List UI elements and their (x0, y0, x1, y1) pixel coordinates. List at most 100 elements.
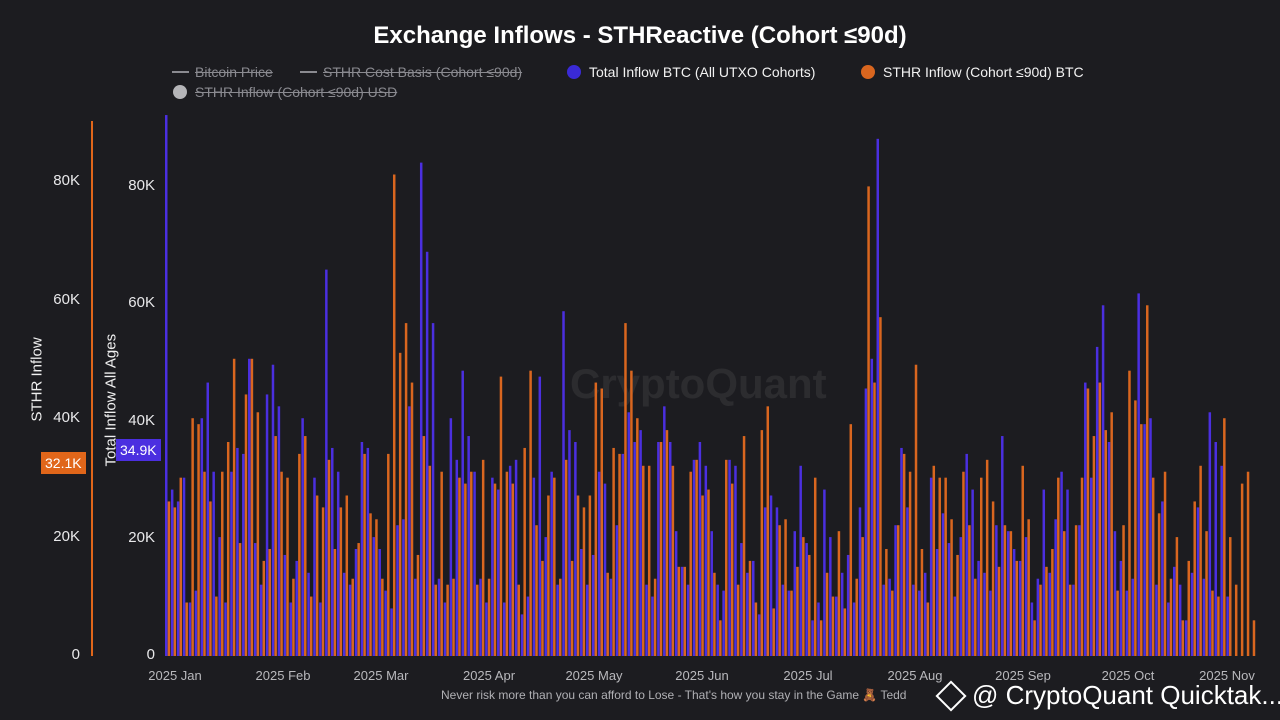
bar-sthr-inflow (179, 477, 183, 656)
x-tick: 2025 Aug (887, 668, 943, 683)
bar-sthr-inflow (345, 495, 349, 656)
bar-sthr-inflow (997, 566, 1001, 656)
bar-total-inflow (663, 406, 666, 656)
bar-sthr-inflow (1027, 519, 1030, 656)
bar-total-inflow (455, 459, 459, 656)
legend-dot-marker (567, 65, 581, 79)
bar-sthr-inflow (1039, 584, 1042, 656)
bar-sthr-inflow (701, 495, 704, 656)
bar-sthr-inflow (647, 465, 651, 656)
x-tick: 2025 May (565, 668, 623, 683)
bar-total-inflow (402, 519, 405, 656)
bar-total-inflow (651, 596, 654, 656)
bar-total-inflow (580, 549, 583, 656)
diamond-logo-icon (935, 679, 967, 712)
bar-total-inflow (769, 495, 773, 656)
x-tick: 2025 Sep (995, 668, 1051, 683)
bar-sthr-inflow (630, 370, 633, 656)
bar-total-inflow (396, 525, 399, 656)
bar-total-inflow (248, 358, 251, 656)
bar-sthr-inflow (576, 495, 580, 656)
legend-item-sthr-cost-basis[interactable]: STHR Cost Basis (Cohort ≤90d) (300, 64, 522, 80)
bar-total-inflow (882, 584, 885, 656)
bar-total-inflow (1161, 501, 1164, 656)
bar-total-inflow (757, 614, 761, 656)
bar-total-inflow (556, 584, 559, 656)
brand-text: @ CryptoQuant Quicktak... (972, 680, 1280, 710)
bar-total-inflow (1001, 436, 1004, 656)
bar-sthr-inflow (398, 352, 402, 656)
x-tick: 2025 Jan (148, 668, 202, 683)
bar-sthr-inflow (1080, 477, 1084, 656)
bar-sthr-inflow (511, 483, 515, 656)
bar-total-inflow (1202, 578, 1206, 656)
bar-sthr-inflow (861, 537, 864, 656)
bar-sthr-inflow (1033, 620, 1036, 656)
bar-total-inflow (1143, 424, 1146, 656)
bar-sthr-inflow (825, 572, 829, 656)
bar-sthr-inflow (1068, 584, 1072, 656)
bar-total-inflow (514, 459, 518, 656)
bar-total-inflow (846, 554, 850, 656)
bar-total-inflow (805, 543, 808, 656)
bar-total-inflow (497, 489, 500, 656)
bar-sthr-inflow (381, 578, 384, 656)
bar-sthr-inflow (1157, 513, 1161, 656)
bar-sthr-inflow (1110, 412, 1113, 656)
bar-total-inflow (811, 620, 814, 656)
bar-total-inflow (568, 430, 571, 656)
legend-item-total-inflow[interactable]: Total Inflow BTC (All UTXO Cohorts) (567, 64, 815, 80)
bar-sthr-inflow (1015, 560, 1019, 656)
bar-total-inflow (544, 537, 547, 656)
bar-sthr-inflow (298, 453, 301, 656)
bar-total-inflow (621, 453, 625, 656)
bar-sthr-inflow (748, 560, 752, 656)
bar-total-inflow (200, 418, 204, 656)
bar-sthr-inflow (1234, 584, 1238, 656)
bar-total-inflow (959, 537, 963, 656)
bar-sthr-inflow (250, 358, 254, 656)
bar-sthr-inflow (440, 471, 443, 656)
bar-total-inflow (704, 465, 708, 656)
bar-sthr-inflow (695, 459, 698, 656)
bar-sthr-inflow (760, 430, 764, 656)
bar-total-inflow (1095, 346, 1099, 656)
bar-sthr-inflow (203, 471, 206, 656)
bar-sthr-inflow (1181, 620, 1185, 656)
bar-sthr-inflow (559, 578, 562, 656)
bar-total-inflow (876, 138, 880, 656)
bar-sthr-inflow (221, 471, 224, 656)
bar-sthr-inflow (1045, 566, 1048, 656)
legend-item-sthr-inflow-btc[interactable]: STHR Inflow (Cohort ≤90d) BTC (861, 64, 1084, 80)
bar-total-inflow (971, 489, 974, 656)
bar-sthr-inflow (470, 471, 473, 656)
bar-total-inflow (947, 543, 951, 656)
bar-sthr-inflow (1211, 590, 1214, 656)
bar-sthr-inflow (636, 418, 639, 656)
bar-sthr-inflow (624, 323, 627, 656)
bar-total-inflow (698, 442, 702, 656)
bar-total-inflow (562, 311, 565, 656)
bar-sthr-inflow (564, 459, 568, 656)
bar-total-inflow (645, 584, 648, 656)
bar-total-inflow (870, 358, 874, 656)
bar-total-inflow (170, 489, 174, 656)
bar-total-inflow (829, 537, 832, 656)
bar-total-inflow (307, 572, 310, 656)
legend-item-sthr-inflow-usd[interactable]: STHR Inflow (Cohort ≤90d) USD (173, 84, 397, 100)
bar-total-inflow (633, 442, 636, 656)
bar-total-inflow (1125, 590, 1129, 656)
bar-sthr-inflow (339, 507, 343, 656)
bar-total-inflow (390, 608, 393, 656)
bar-total-inflow (603, 483, 607, 656)
bar-sthr-inflow (600, 388, 603, 656)
legend-item-bitcoin-price[interactable]: Bitcoin Price (172, 64, 273, 80)
bar-sthr-inflow (618, 453, 621, 656)
bar-total-inflow (336, 471, 340, 656)
bar-total-inflow (194, 590, 198, 656)
bar-total-inflow (817, 602, 820, 656)
right-y-tick: 60K (128, 294, 155, 311)
bar-total-inflow (1137, 293, 1140, 656)
bar-total-inflow (295, 560, 298, 656)
